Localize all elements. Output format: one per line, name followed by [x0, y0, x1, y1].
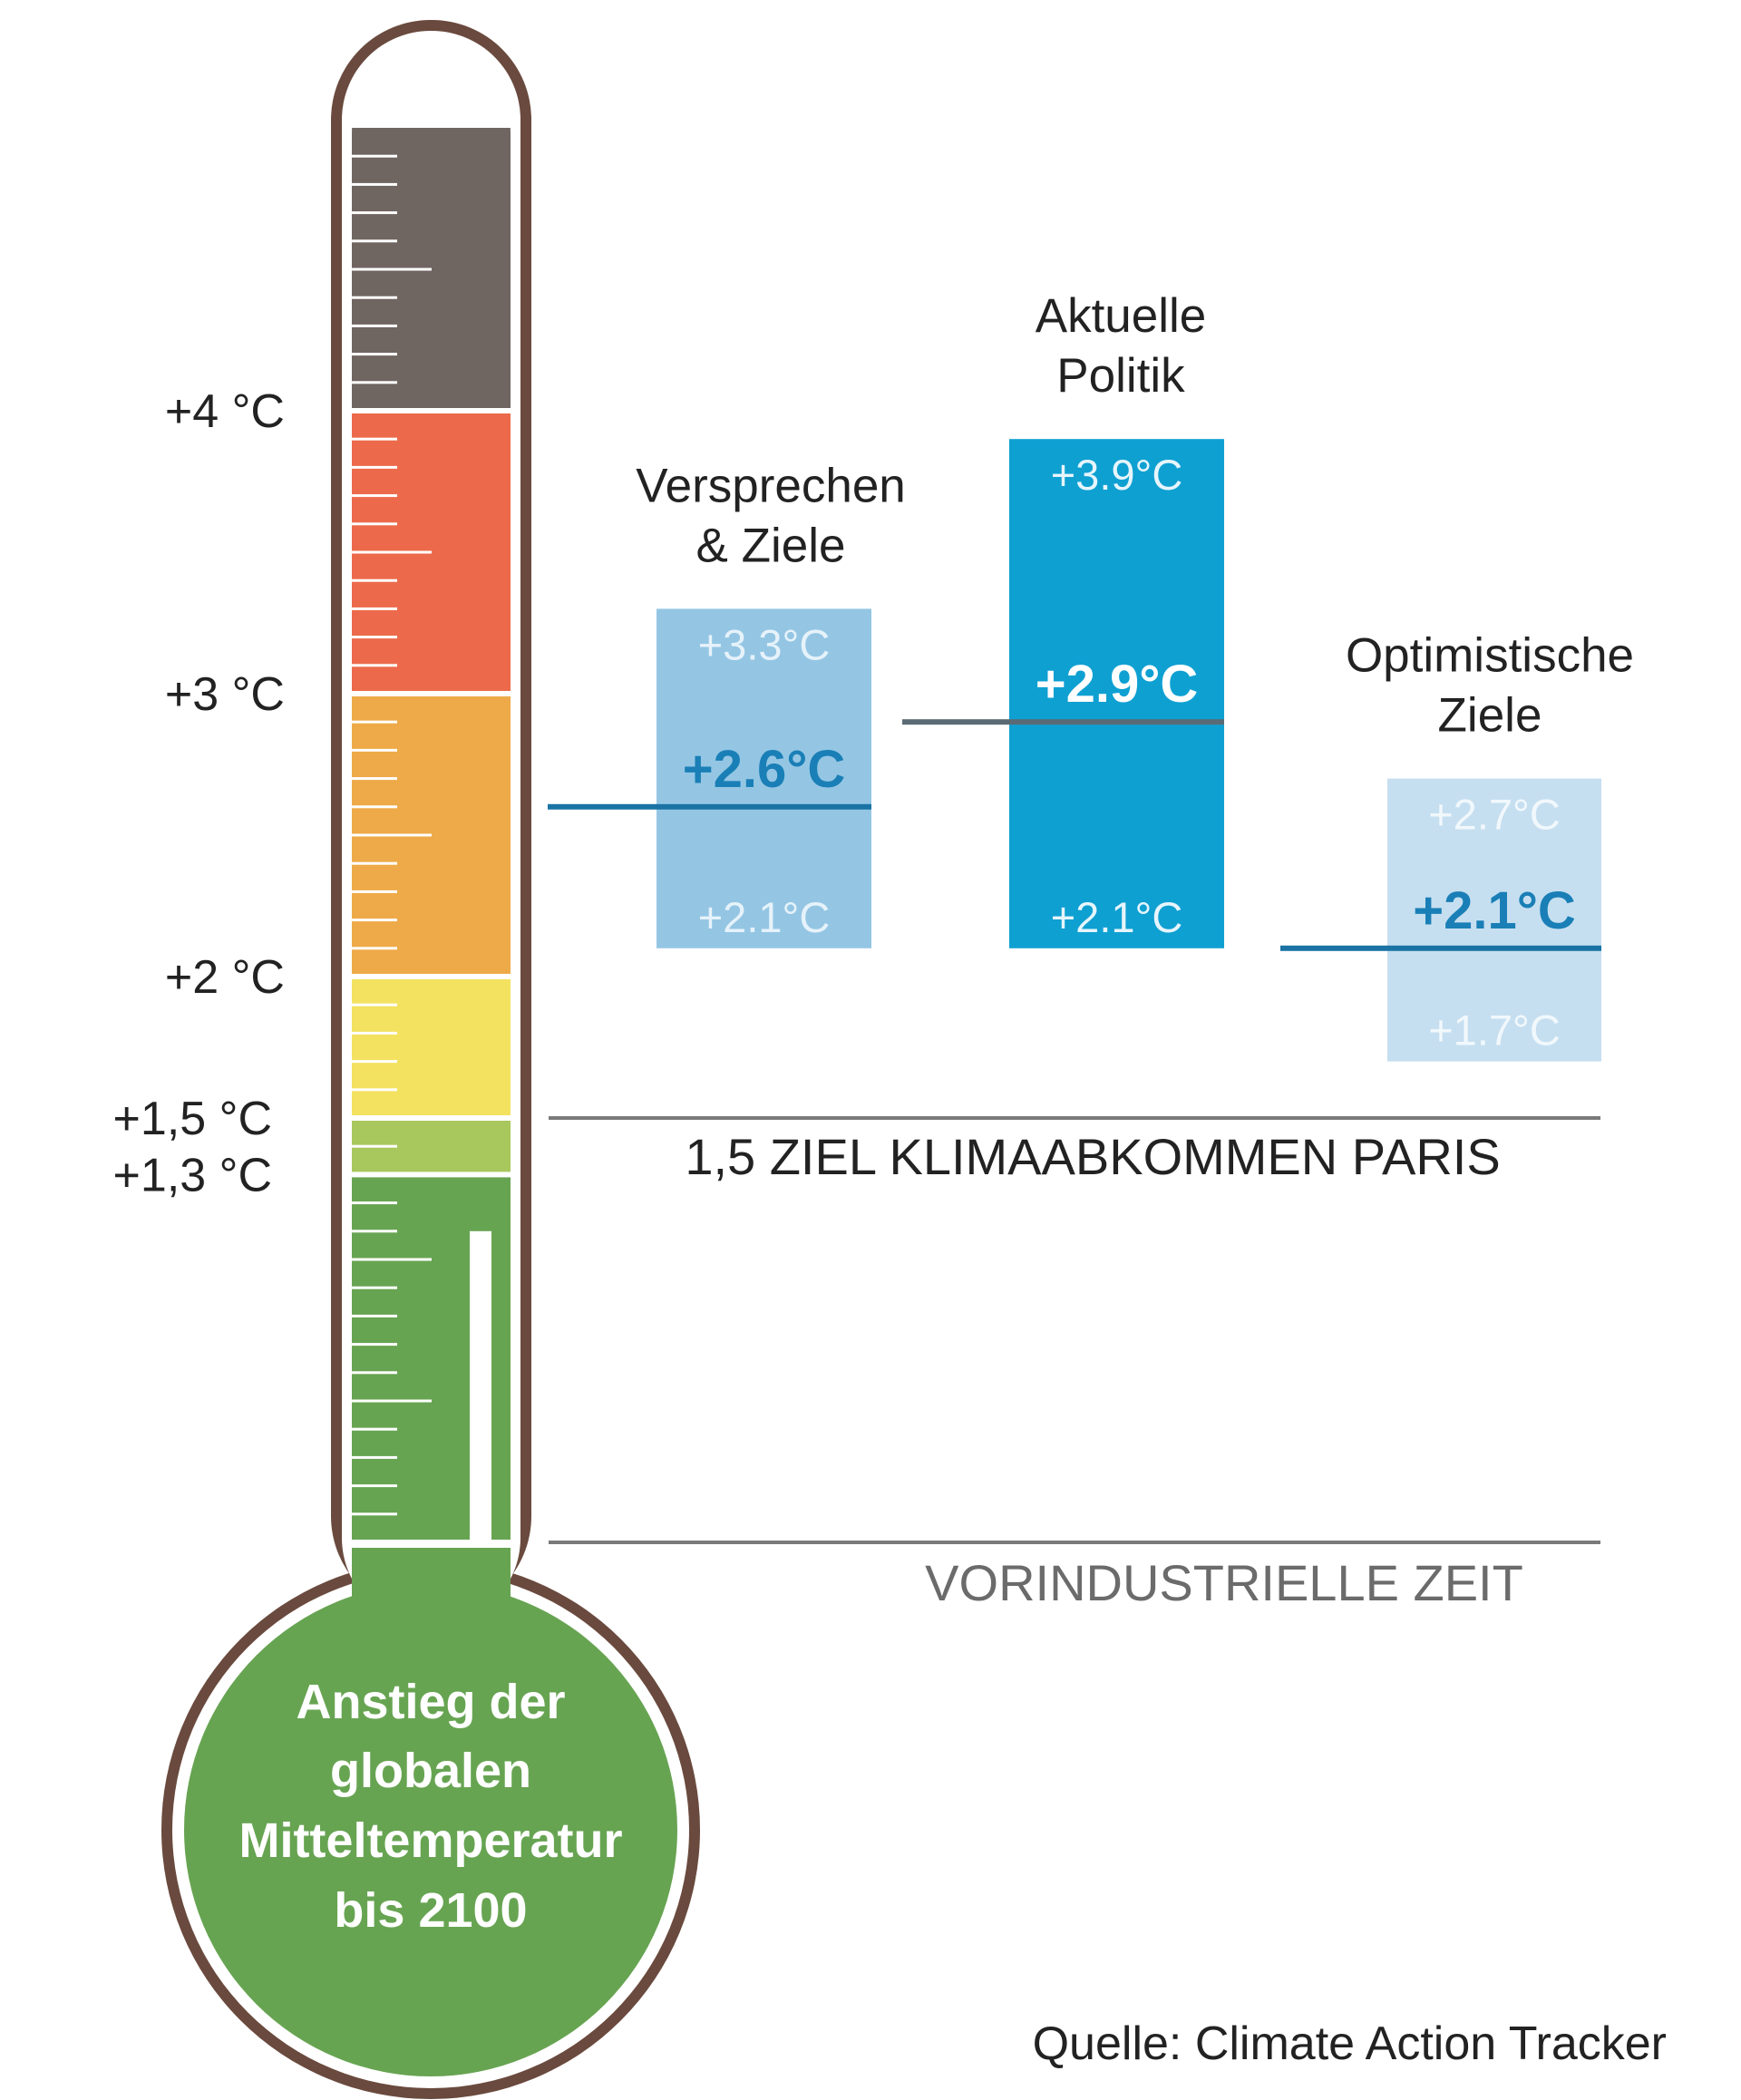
y-axis-label: +3 °C — [165, 668, 285, 721]
mercury-column — [470, 1230, 491, 1542]
thermometer-band — [352, 977, 511, 1118]
scenario-title: Aktuelle — [1036, 289, 1207, 343]
scenario-title: Optimistische — [1346, 629, 1634, 683]
scale-tick — [352, 1399, 432, 1403]
scale-tick — [352, 607, 397, 610]
scale-tick — [352, 1455, 397, 1459]
scale-tick — [352, 947, 397, 950]
scale-tick — [352, 239, 397, 243]
source-note: Quelle: Climate Action Tracker — [1033, 2017, 1667, 2070]
scale-tick — [352, 550, 432, 554]
scale-tick — [352, 861, 397, 865]
scale-tick — [352, 182, 397, 186]
scenario-median-label: +2.1°C — [1413, 881, 1576, 940]
bulb-separator — [352, 1540, 511, 1545]
scale-tick — [352, 465, 397, 469]
scale-tick — [352, 1144, 397, 1148]
scale-tick — [352, 777, 397, 781]
scale-tick — [352, 211, 397, 215]
thermometer-scale — [352, 154, 432, 1516]
scale-tick — [352, 664, 397, 667]
scenario-high-label: +2.7°C — [1428, 791, 1561, 839]
scale-tick — [352, 267, 432, 271]
band-separator — [352, 1115, 511, 1121]
scale-tick — [352, 353, 397, 356]
scenario-range-bar — [1009, 439, 1224, 948]
y-axis-label: +1,3 °C — [113, 1149, 272, 1201]
bulb-caption-line: bis 2100 — [334, 1883, 527, 1938]
scale-tick — [352, 1484, 397, 1488]
scale-tick — [352, 381, 397, 384]
scale-tick — [352, 890, 397, 893]
bulb-caption-line: Mitteltemperatur — [238, 1813, 622, 1868]
scale-tick — [352, 1230, 397, 1233]
scale-tick — [352, 833, 432, 837]
scale-tick — [352, 748, 397, 752]
scenario-title: Versprechen — [636, 459, 906, 512]
scenario-group: Optimistische Ziele +2.7°C +1.7°C +2.1°C — [1280, 629, 1634, 1062]
scenario-low-label: +2.1°C — [1051, 893, 1183, 941]
scenario-median-line — [1280, 945, 1601, 951]
scale-tick — [352, 1343, 397, 1347]
scenario-median-line — [902, 719, 1224, 725]
scenario-range-bar — [1387, 778, 1601, 1062]
reference-line — [549, 1541, 1600, 1544]
scale-tick — [352, 296, 397, 299]
scale-tick — [352, 1286, 397, 1289]
bulb-caption: Anstieg der globalen Mitteltemperatur bis 2… — [238, 1675, 622, 1938]
scale-tick — [352, 1427, 397, 1431]
reference-label: 1,5 ZIEL KLIMAABKOMMEN PARIS — [685, 1128, 1500, 1185]
scale-tick — [352, 636, 397, 639]
scale-tick — [352, 1314, 397, 1317]
bulb-caption-line: Anstieg der — [296, 1675, 565, 1729]
scenario-title: & Ziele — [696, 519, 846, 572]
scenario-range-bar — [657, 608, 871, 948]
scale-tick — [352, 1088, 397, 1092]
reference-label: VORINDUSTRIELLE ZEIT — [925, 1554, 1523, 1611]
scenario-median-label: +2.9°C — [1036, 655, 1199, 714]
reference-lines: 1,5 ZIEL KLIMAABKOMMEN PARIS VORINDUSTRIE… — [549, 1116, 1600, 1611]
scale-tick — [352, 324, 397, 327]
scale-tick — [352, 805, 397, 809]
y-axis-label: +1,5 °C — [113, 1093, 272, 1145]
scale-tick — [352, 437, 397, 441]
scale-tick — [352, 154, 397, 158]
scale-tick — [352, 494, 397, 498]
y-axis-label: +4 °C — [165, 385, 285, 438]
y-axis-label: +2 °C — [165, 951, 285, 1004]
scale-tick — [352, 1201, 397, 1205]
scale-tick — [352, 1003, 397, 1006]
scenario-median-label: +2.6°C — [683, 740, 846, 799]
bulb-caption-line: globalen — [330, 1744, 531, 1798]
scenario-title: Ziele — [1438, 689, 1542, 743]
scenario-ranges: Versprechen & Ziele +3.3°C +2.1°C +2.6°C Aktu… — [548, 289, 1634, 1062]
scale-tick — [352, 1060, 397, 1064]
scenario-low-label: +1.7°C — [1428, 1006, 1561, 1055]
scenario-high-label: +3.9°C — [1051, 451, 1183, 499]
thermometer-bulb — [184, 1583, 677, 2076]
scenario-title: Politik — [1056, 349, 1185, 403]
scenario-group: Aktuelle Politik +3.9°C +2.1°C +2.9°C — [902, 289, 1224, 948]
band-separator — [352, 974, 511, 979]
scale-tick — [352, 1258, 432, 1261]
band-separator — [352, 691, 511, 696]
scale-tick — [352, 1371, 397, 1375]
y-axis-labels: +4 °C +3 °C +2 °C +1,5 °C+1,3 °C — [113, 385, 285, 1201]
scenario-median-line — [548, 803, 871, 810]
scale-tick — [352, 919, 397, 922]
band-separator — [352, 1172, 511, 1178]
scale-tick — [352, 720, 397, 724]
scenario-low-label: +2.1°C — [698, 893, 831, 941]
scale-tick — [352, 522, 397, 526]
thermometer — [161, 20, 700, 2099]
band-separator — [352, 408, 511, 413]
scale-tick — [352, 1031, 397, 1035]
scale-tick — [352, 1512, 397, 1516]
thermometer-bands — [352, 128, 511, 1542]
scale-tick — [352, 578, 397, 582]
reference-line — [549, 1116, 1600, 1120]
scenario-group: Versprechen & Ziele +3.3°C +2.1°C +2.6°C — [548, 459, 906, 948]
scenario-high-label: +3.3°C — [698, 620, 831, 668]
